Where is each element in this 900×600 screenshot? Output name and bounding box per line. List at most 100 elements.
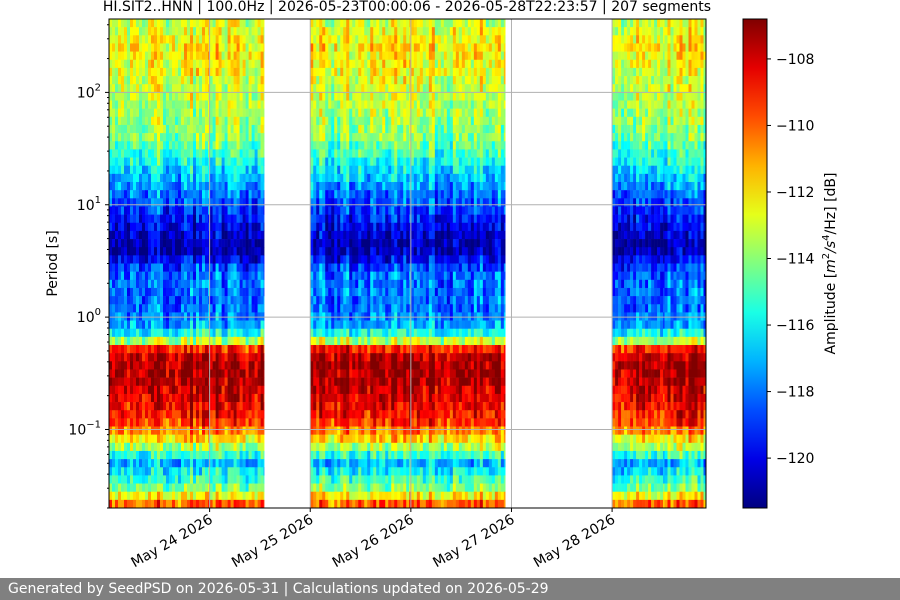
heatmap-cell [251, 230, 255, 240]
heatmap-cell [172, 35, 176, 44]
heatmap-cell [196, 190, 200, 199]
heatmap-cell [118, 43, 122, 52]
heatmap-cell [376, 149, 380, 158]
heatmap-cell [397, 491, 401, 501]
heatmap-cell [334, 116, 338, 126]
heatmap-cell [215, 222, 219, 232]
heatmap-cell [230, 263, 234, 272]
heatmap-cell [322, 157, 326, 166]
heatmap-cell [352, 59, 356, 69]
heatmap-cell [349, 157, 353, 166]
heatmap-cell [196, 499, 200, 509]
heatmap-cell [142, 369, 146, 378]
heatmap-cell [388, 287, 392, 297]
heatmap-cell [233, 19, 237, 28]
heatmap-cell [337, 467, 341, 476]
heatmap-cell [178, 230, 182, 240]
heatmap-cell [163, 230, 167, 240]
heatmap-cell [190, 296, 194, 305]
heatmap-cell [184, 67, 188, 77]
heatmap-cell [346, 345, 350, 354]
heatmap-cell [343, 198, 347, 207]
heatmap-cell [221, 67, 225, 77]
heatmap-cell [209, 27, 213, 36]
heatmap-cell [236, 491, 240, 501]
heatmap-cell [130, 426, 134, 435]
heatmap-cell [151, 287, 155, 297]
heatmap-cell [388, 426, 392, 435]
heatmap-cell [316, 141, 320, 150]
heatmap-cell [260, 247, 264, 256]
heatmap-cell [121, 450, 125, 460]
heatmap-cell [388, 116, 392, 126]
heatmap-cell [130, 100, 134, 109]
heatmap-cell [242, 59, 246, 69]
heatmap-cell [157, 165, 161, 175]
heatmap-cell [370, 84, 374, 93]
heatmap-cell [172, 304, 176, 313]
heatmap-cell [331, 271, 335, 281]
heatmap-cell [343, 426, 347, 435]
heatmap-cell [151, 475, 155, 484]
heatmap-cell [230, 190, 234, 199]
heatmap-cell [157, 393, 161, 403]
heatmap-cell [328, 206, 332, 215]
heatmap-cell [218, 499, 222, 509]
heatmap-cell [242, 296, 246, 305]
heatmap-cell [349, 442, 353, 452]
heatmap-cell [343, 418, 347, 427]
heatmap-cell [205, 377, 209, 387]
heatmap-cell [127, 173, 131, 183]
heatmap-cell [397, 59, 401, 69]
heatmap-cell [325, 19, 329, 28]
heatmap-cell [364, 124, 368, 134]
heatmap-cell [310, 214, 314, 224]
heatmap-cell [139, 59, 143, 69]
heatmap-cell [379, 410, 383, 419]
heatmap-cell [160, 255, 164, 264]
heatmap-cell [175, 483, 179, 492]
heatmap-cell [148, 59, 152, 69]
heatmap-cell [196, 426, 200, 435]
heatmap-cell [325, 369, 329, 378]
heatmap-cell [212, 43, 216, 52]
heatmap-cell [169, 100, 173, 109]
heatmap-cell [260, 271, 264, 281]
heatmap-cell [205, 100, 209, 109]
heatmap-cell [236, 92, 240, 101]
heatmap-cell [400, 108, 404, 118]
heatmap-cell [224, 442, 228, 452]
heatmap-cell [208, 271, 210, 281]
heatmap-cell [202, 491, 206, 501]
heatmap-cell [257, 320, 261, 329]
heatmap-cell [343, 43, 347, 52]
heatmap-cell [127, 165, 131, 175]
heatmap-cell [263, 124, 265, 134]
heatmap-cell [251, 182, 255, 191]
heatmap-cell [322, 43, 326, 52]
heatmap-cell [322, 434, 326, 444]
heatmap-cell [376, 499, 380, 509]
heatmap-cell [358, 426, 362, 435]
heatmap-cell [242, 116, 246, 126]
heatmap-cell [370, 483, 374, 492]
heatmap-cell [373, 149, 377, 158]
heatmap-cell [373, 287, 377, 297]
heatmap-cell [124, 35, 128, 44]
heatmap-cell [316, 296, 320, 305]
heatmap-cell [343, 491, 347, 501]
heatmap-cell [239, 133, 243, 142]
heatmap-cell [251, 393, 255, 403]
heatmap-cell [109, 239, 113, 248]
heatmap-cell [227, 51, 231, 61]
heatmap-cell [154, 393, 158, 403]
heatmap-cell [245, 157, 249, 166]
heatmap-cell [352, 255, 356, 264]
heatmap-cell [160, 100, 164, 109]
heatmap-cell [136, 320, 140, 329]
heatmap-cell [370, 361, 374, 370]
heatmap-cell [361, 475, 365, 484]
heatmap-cell [151, 51, 155, 61]
heatmap-cell [221, 296, 225, 305]
heatmap-cell [373, 377, 377, 387]
